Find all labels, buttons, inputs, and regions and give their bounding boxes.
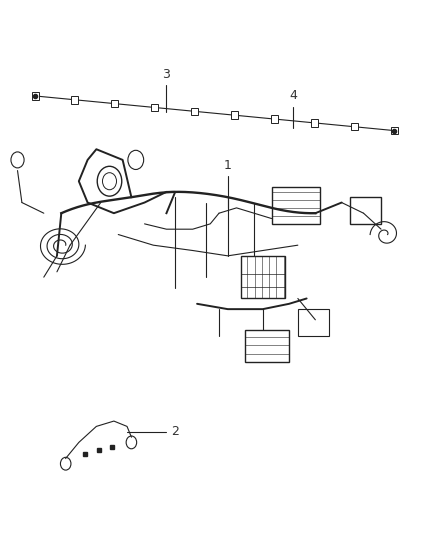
Polygon shape (231, 111, 238, 119)
Polygon shape (351, 123, 358, 131)
Circle shape (126, 436, 137, 449)
Circle shape (97, 166, 122, 196)
Polygon shape (245, 330, 289, 362)
Polygon shape (391, 127, 398, 134)
Text: 4: 4 (290, 90, 297, 102)
Circle shape (60, 457, 71, 470)
Polygon shape (350, 197, 381, 224)
Polygon shape (271, 115, 278, 123)
Text: 2: 2 (171, 425, 179, 438)
Polygon shape (298, 309, 328, 336)
Polygon shape (111, 100, 118, 107)
Text: 3: 3 (162, 68, 170, 81)
Circle shape (11, 152, 24, 168)
Polygon shape (241, 256, 285, 298)
Polygon shape (32, 92, 39, 100)
Text: 1: 1 (224, 159, 232, 172)
Polygon shape (191, 108, 198, 115)
Circle shape (128, 150, 144, 169)
Polygon shape (311, 119, 318, 127)
Polygon shape (151, 104, 158, 111)
Polygon shape (272, 187, 320, 224)
Circle shape (102, 173, 117, 190)
Polygon shape (71, 96, 78, 103)
